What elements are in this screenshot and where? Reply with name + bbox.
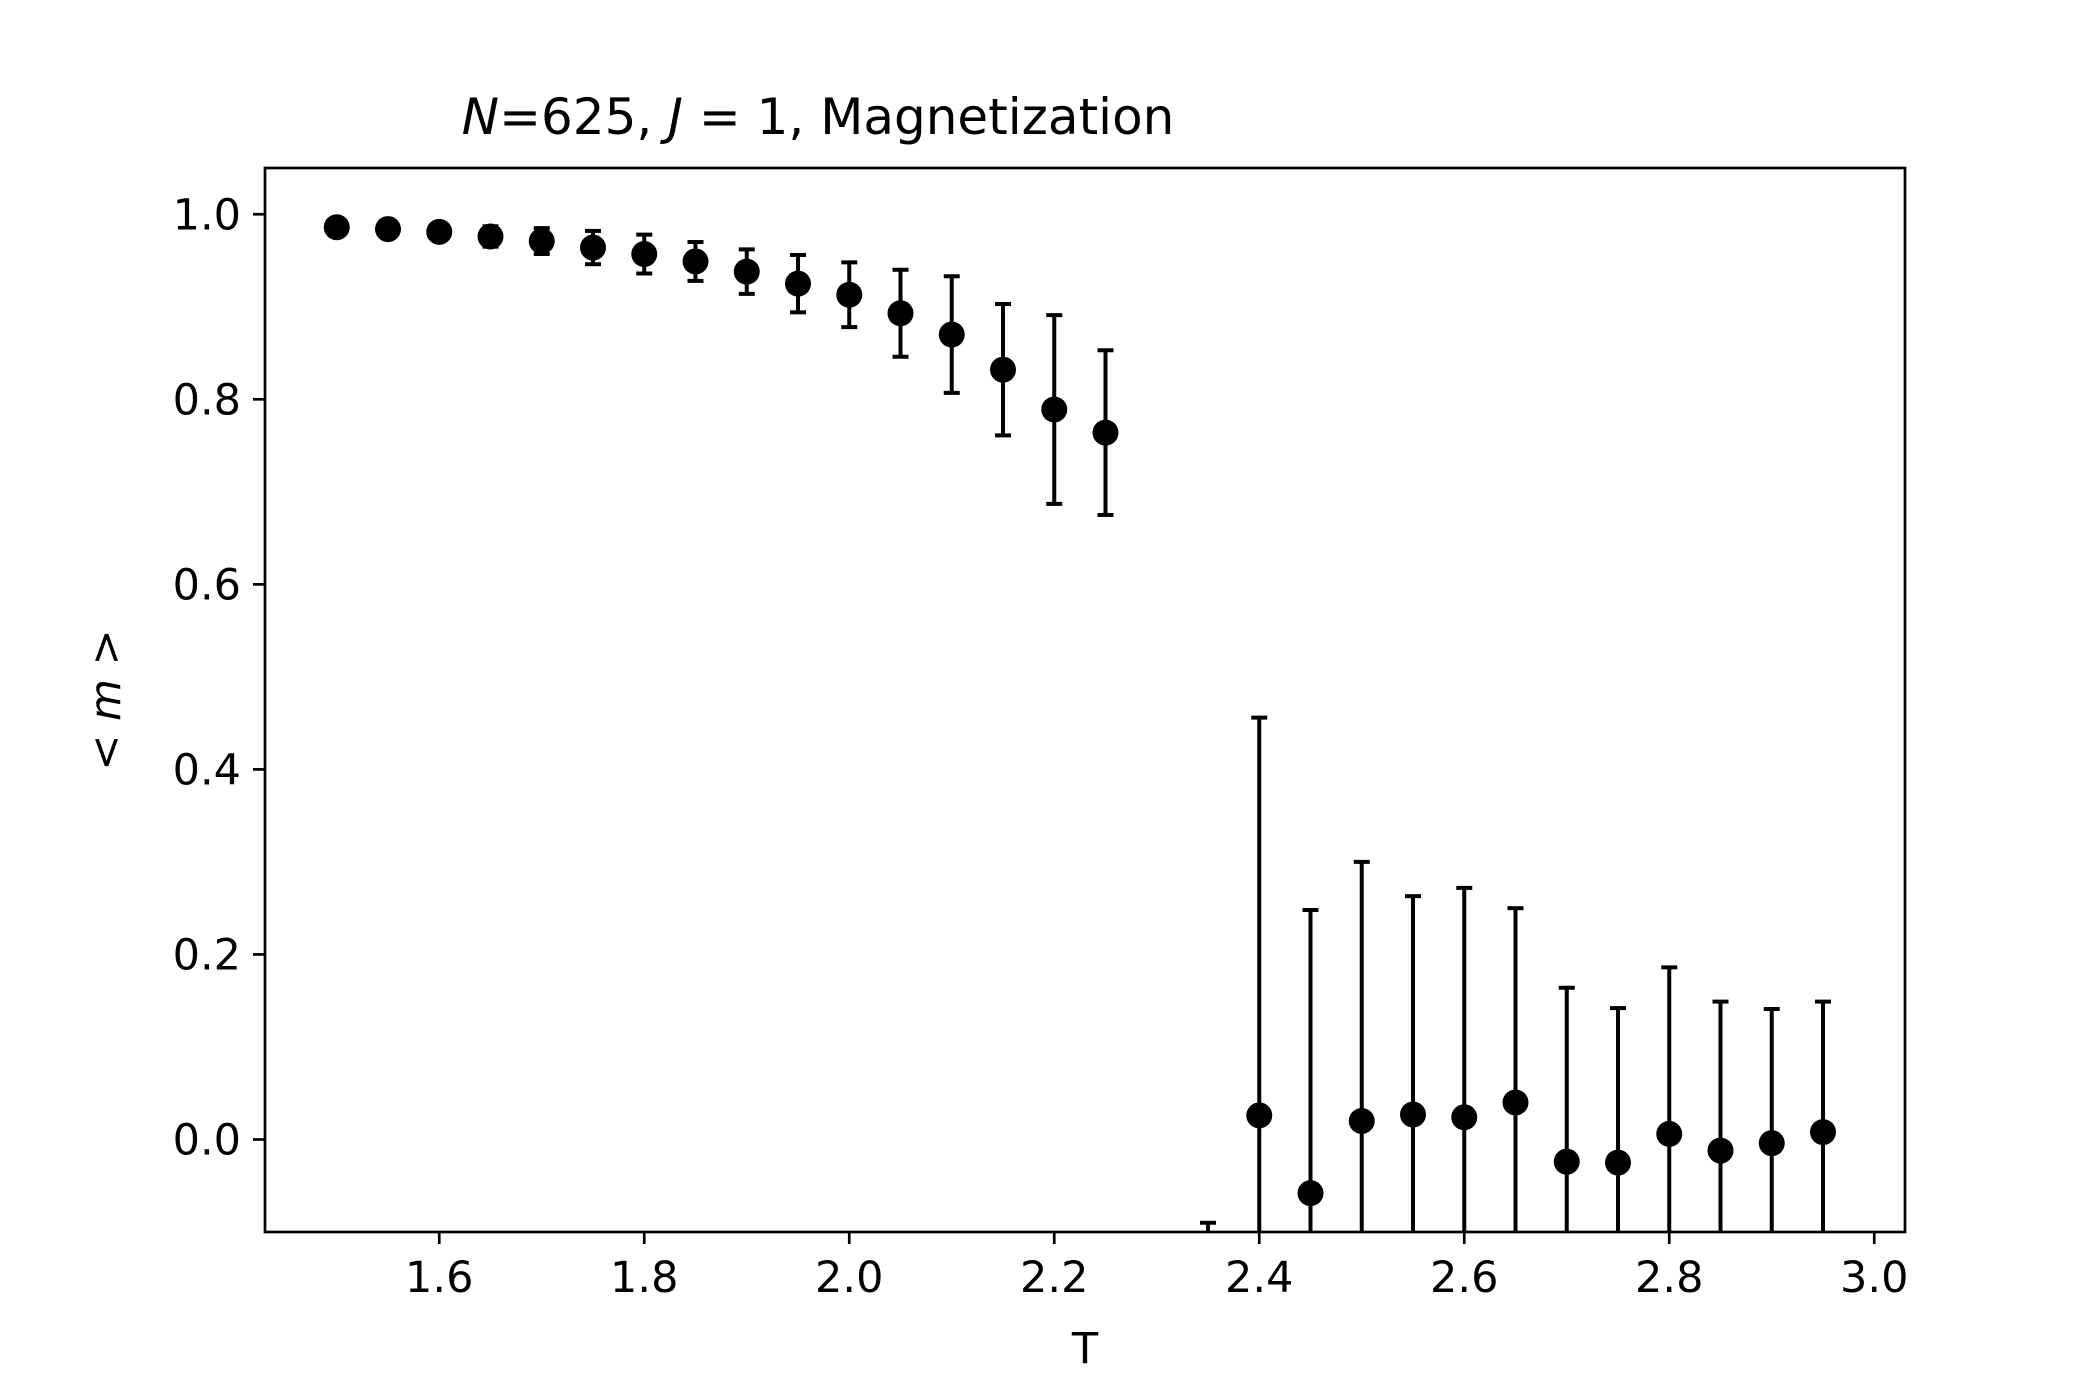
data-point bbox=[990, 356, 1016, 383]
plot-frame bbox=[263, 166, 1907, 1234]
y-tick-label: 0.6 bbox=[173, 560, 241, 610]
data-point bbox=[1297, 1180, 1324, 1207]
title-j-value: = 1, Magnetization bbox=[683, 88, 1174, 146]
data-point bbox=[580, 234, 606, 261]
data-point bbox=[1707, 1137, 1734, 1164]
y-label-gt: > bbox=[81, 629, 131, 679]
data-point bbox=[375, 216, 401, 243]
data-point bbox=[1656, 1120, 1683, 1147]
y-axis-ticks: 0.0 0.2 0.4 0.6 0.8 1.0 bbox=[173, 190, 265, 1165]
data-point bbox=[1041, 396, 1068, 423]
title-n-value: =625, bbox=[499, 88, 668, 146]
y-tick-label: 0.8 bbox=[173, 375, 241, 425]
y-tick-label: 1.0 bbox=[173, 190, 241, 240]
data-point bbox=[1553, 1148, 1580, 1175]
data-point bbox=[1605, 1149, 1631, 1176]
y-label-lt: < bbox=[81, 721, 131, 771]
x-axis-label: T bbox=[1071, 1324, 1099, 1374]
x-tick-label: 2.6 bbox=[1430, 1253, 1498, 1303]
data-point bbox=[477, 223, 504, 250]
data-point bbox=[426, 218, 453, 245]
data-point bbox=[1758, 1130, 1785, 1157]
chart-title: N=625, J = 1, Magnetization bbox=[462, 88, 1175, 146]
data-point bbox=[887, 300, 914, 327]
x-tick-label: 2.8 bbox=[1635, 1253, 1703, 1303]
data-layer bbox=[323, 214, 1836, 1232]
data-point bbox=[1451, 1104, 1478, 1131]
data-point bbox=[1400, 1101, 1426, 1128]
x-tick-label: 2.0 bbox=[815, 1253, 883, 1303]
data-point bbox=[682, 248, 709, 275]
data-point bbox=[1348, 1107, 1375, 1134]
data-point bbox=[938, 321, 965, 348]
data-point bbox=[631, 241, 658, 268]
x-tick-label: 2.4 bbox=[1225, 1253, 1293, 1303]
data-point bbox=[323, 214, 350, 241]
data-point bbox=[1810, 1119, 1836, 1146]
y-tick-label: 0.2 bbox=[173, 930, 241, 980]
y-tick-label: 0.4 bbox=[173, 745, 241, 795]
title-n-symbol: N bbox=[462, 88, 499, 146]
x-tick-label: 1.6 bbox=[405, 1253, 473, 1303]
y-axis-label: < m > bbox=[81, 629, 131, 770]
x-axis-ticks: 1.6 1.8 2.0 2.2 2.4 2.6 2.8 3.0 bbox=[405, 1232, 1908, 1303]
data-point bbox=[733, 258, 760, 285]
x-tick-label: 3.0 bbox=[1840, 1253, 1908, 1303]
x-tick-label: 1.8 bbox=[610, 1253, 678, 1303]
data-point bbox=[785, 270, 811, 297]
x-tick-label: 2.2 bbox=[1020, 1253, 1088, 1303]
data-point bbox=[836, 281, 863, 308]
data-point bbox=[528, 228, 555, 255]
data-point bbox=[1246, 1102, 1273, 1129]
y-tick-label: 0.0 bbox=[173, 1115, 241, 1165]
data-point bbox=[1502, 1089, 1529, 1116]
y-label-m: m bbox=[81, 679, 131, 721]
data-point bbox=[1092, 419, 1119, 446]
